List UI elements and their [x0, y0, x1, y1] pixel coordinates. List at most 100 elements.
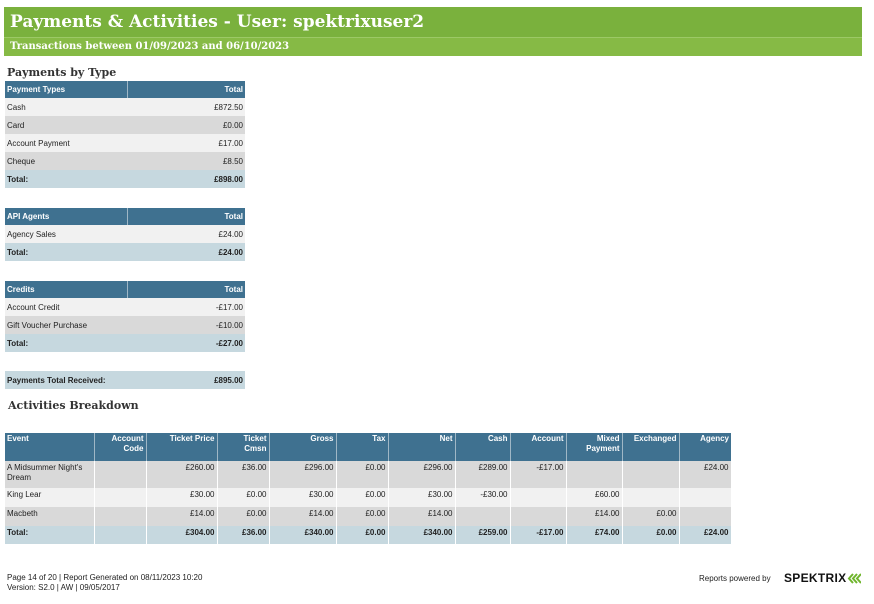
table-cell: -£30.00	[455, 488, 511, 507]
table-cell: £260.00	[146, 461, 218, 488]
table-cell: £0.00	[336, 526, 389, 544]
table-cell	[679, 507, 732, 526]
table-cell: £24.00	[679, 461, 732, 488]
table-cell	[94, 526, 147, 544]
table-row: Account Credit -£17.00	[5, 298, 245, 316]
table-cell: £36.00	[217, 461, 270, 488]
total-value: £895.00	[127, 371, 245, 389]
column-header: Ticket Cmsn	[217, 433, 270, 461]
column-header: Account Code	[94, 433, 147, 461]
spektrix-logo: SPEKTRIX	[784, 571, 862, 585]
row-label: Cheque	[5, 152, 128, 170]
column-header: Total	[127, 81, 245, 98]
row-total: £8.50	[127, 152, 245, 170]
payments-total-table: Payments Total Received: £895.00	[5, 371, 245, 389]
table-cell: £14.00	[388, 507, 456, 526]
column-header: Agency	[679, 433, 731, 461]
total-value: £24.00	[127, 243, 245, 261]
table-cell: £0.00	[217, 488, 270, 507]
table-cell: £24.00	[679, 526, 732, 544]
table-cell: £296.00	[388, 461, 456, 488]
table-cell	[455, 507, 511, 526]
column-header: Gross	[269, 433, 337, 461]
column-header: Exchanged	[622, 433, 680, 461]
activities-table: Event Account Code Ticket Price Ticket C…	[5, 433, 732, 544]
activities-breakdown-heading: Activities Breakdown	[8, 399, 139, 412]
total-label: Total:	[5, 334, 128, 352]
table-cell	[566, 461, 623, 488]
table-cell: £0.00	[217, 507, 270, 526]
total-row: Total: £24.00	[5, 243, 245, 261]
total-label: Payments Total Received:	[5, 371, 127, 389]
table-cell: -£17.00	[510, 526, 567, 544]
table-cell: £340.00	[269, 526, 337, 544]
row-label: Card	[5, 116, 128, 134]
table-row: King Lear £30.00 £0.00 £30.00 £0.00 £30.…	[5, 488, 732, 507]
table-cell: £0.00	[336, 488, 389, 507]
table-row: A Midsummer Night's Dream £260.00 £36.00…	[5, 461, 732, 488]
table-cell: £0.00	[336, 507, 389, 526]
table-cell: £14.00	[269, 507, 337, 526]
table-cell	[510, 488, 567, 507]
table-row: Cheque £8.50	[5, 152, 245, 170]
page-info: Page 14 of 20 | Report Generated on 08/1…	[7, 573, 203, 582]
table-cell: £0.00	[622, 507, 680, 526]
row-total: £0.00	[127, 116, 245, 134]
table-cell: £0.00	[622, 526, 680, 544]
table-cell: £74.00	[566, 526, 623, 544]
table-cell	[622, 461, 680, 488]
report-date-range: Transactions between 01/09/2023 and 06/1…	[4, 37, 862, 56]
row-label: Account Credit	[5, 298, 128, 316]
column-header: Credits	[5, 281, 128, 298]
table-cell	[510, 507, 567, 526]
table-row: Agency Sales £24.00	[5, 225, 245, 243]
column-header: Account	[510, 433, 567, 461]
report-title: Payments & Activities - User: spektrixus…	[10, 12, 425, 32]
column-header: Total	[127, 281, 245, 298]
table-row: Macbeth £14.00 £0.00 £14.00 £0.00 £14.00…	[5, 507, 732, 526]
column-header: Total	[127, 208, 245, 225]
total-value: -£27.00	[127, 334, 245, 352]
table-row: Account Payment £17.00	[5, 134, 245, 152]
table-cell: £36.00	[217, 526, 270, 544]
table-cell: £289.00	[455, 461, 511, 488]
table-cell: £14.00	[146, 507, 218, 526]
table-cell: £30.00	[146, 488, 218, 507]
total-value: £898.00	[127, 170, 245, 188]
report-footer: Page 14 of 20 | Report Generated on 08/1…	[7, 573, 202, 593]
event-cell: King Lear	[5, 488, 95, 507]
total-label: Total:	[5, 170, 128, 188]
row-total: £872.50	[127, 98, 245, 116]
row-total: -£17.00	[127, 298, 245, 316]
table-cell: £60.00	[566, 488, 623, 507]
column-header: Cash	[455, 433, 511, 461]
table-cell: £30.00	[388, 488, 456, 507]
row-label: Cash	[5, 98, 128, 116]
table-cell	[622, 488, 680, 507]
table-row: Gift Voucher Purchase -£10.00	[5, 316, 245, 334]
table-cell	[94, 507, 147, 526]
chevrons-icon	[847, 572, 862, 584]
total-row: Total: £898.00	[5, 170, 245, 188]
version-info: Version: S2.0 | AW | 09/05/2017	[7, 583, 120, 592]
column-header: Ticket Price	[146, 433, 218, 461]
row-total: -£10.00	[127, 316, 245, 334]
column-header: API Agents	[5, 208, 128, 225]
report-banner: Payments & Activities - User: spektrixus…	[4, 7, 862, 56]
table-cell: £340.00	[388, 526, 456, 544]
logo-wordmark: SPEKTRIX	[784, 571, 847, 585]
row-label: Gift Voucher Purchase	[5, 316, 128, 334]
table-cell: £30.00	[269, 488, 337, 507]
table-cell: -£17.00	[510, 461, 567, 488]
table-cell: £259.00	[455, 526, 511, 544]
table-cell	[94, 461, 147, 488]
total-row: Total: -£27.00	[5, 334, 245, 352]
event-cell: A Midsummer Night's Dream	[5, 461, 95, 488]
event-cell: Macbeth	[5, 507, 95, 526]
column-header: Tax	[336, 433, 389, 461]
table-cell: £296.00	[269, 461, 337, 488]
table-row: Cash £872.50	[5, 98, 245, 116]
row-label: Account Payment	[5, 134, 128, 152]
total-label: Total:	[5, 526, 95, 544]
column-header: Payment Types	[5, 81, 128, 98]
